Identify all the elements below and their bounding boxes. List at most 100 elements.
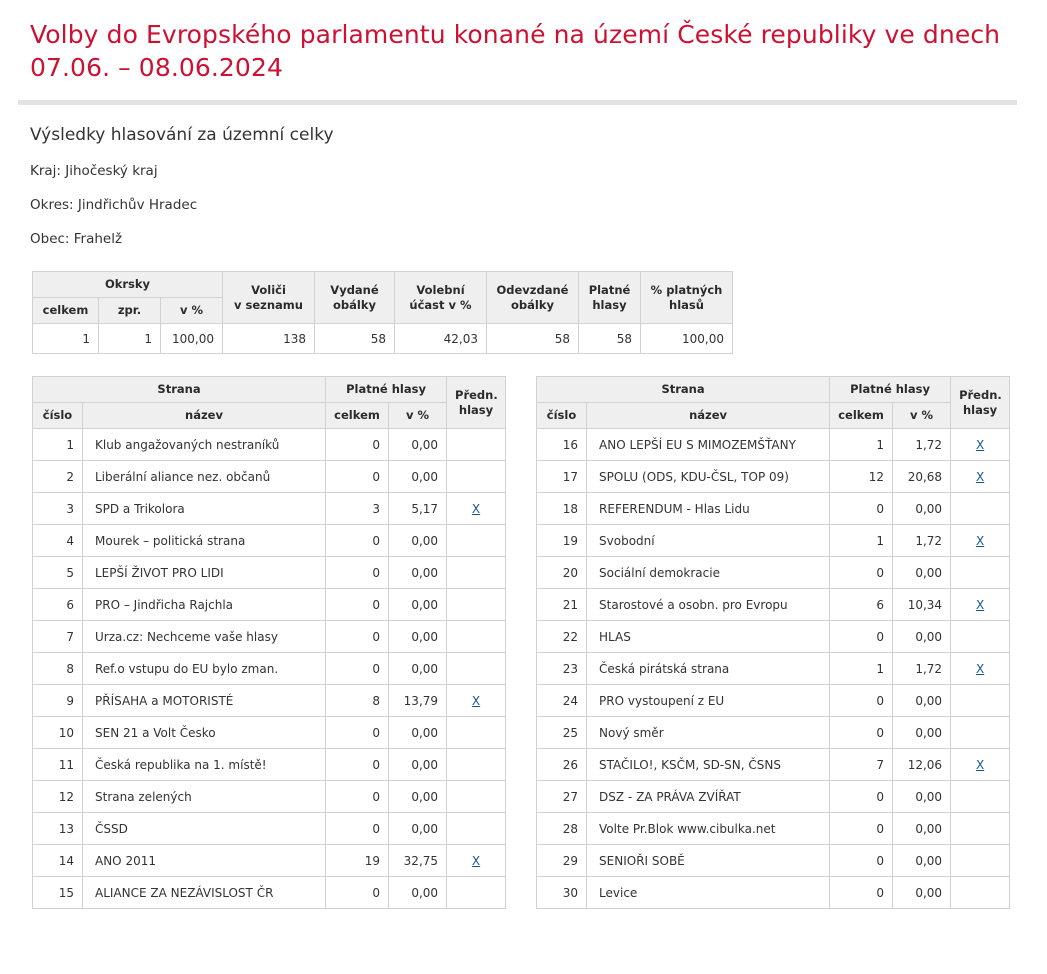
- party-preferential-votes-cell[interactable]: X: [950, 748, 1011, 781]
- preferential-votes-link[interactable]: X: [471, 853, 481, 868]
- party-number: 7: [32, 620, 83, 653]
- party-number: 22: [536, 620, 588, 653]
- party-preferential-votes-cell: [446, 876, 507, 909]
- party-number: 27: [536, 780, 588, 813]
- preferential-votes-link[interactable]: X: [975, 597, 985, 612]
- party-votes-percent: 5,17: [388, 492, 448, 525]
- table-row: 20 Sociální demokracie 0 0,00: [536, 556, 1011, 589]
- party-preferential-votes-cell[interactable]: X: [446, 492, 507, 525]
- party-name: PŘÍSAHA a MOTORISTÉ: [81, 684, 327, 717]
- table-row: 3 SPD a Trikolora 3 5,17 X: [32, 492, 507, 525]
- party-votes-total: 0: [829, 876, 894, 909]
- preferential-votes-link[interactable]: X: [975, 757, 985, 772]
- table-row: 18 REFERENDUM - Hlas Lidu 0 0,00: [536, 492, 1011, 525]
- party-left-col-celkem: celkem: [325, 402, 390, 429]
- party-preferential-votes-cell[interactable]: X: [950, 588, 1011, 621]
- summary-value-okrsky-vproc: 100,00: [160, 323, 223, 354]
- table-row: 16 ANO LEPŠÍ EU S MIMOZEMŠŤANY 1 1,72 X: [536, 428, 1011, 461]
- party-votes-percent: 0,00: [388, 716, 448, 749]
- party-name: Česká pirátská strana: [586, 652, 831, 685]
- table-row: 2 Liberální aliance nez. občanů 0 0,00: [32, 460, 507, 493]
- party-preferential-votes-cell: [950, 716, 1011, 749]
- party-number: 20: [536, 556, 588, 589]
- party-votes-total: 0: [829, 492, 894, 525]
- party-preferential-votes-cell[interactable]: X: [446, 684, 507, 717]
- party-votes-percent: 0,00: [892, 556, 952, 589]
- party-preferential-votes-cell: [950, 492, 1011, 525]
- party-left-body: 1 Klub angažovaných nestraníků 0 0,00 2 Liber…: [32, 428, 507, 909]
- party-votes-percent: 1,72: [892, 524, 952, 557]
- party-preferential-votes-cell[interactable]: X: [950, 460, 1011, 493]
- preferential-votes-link[interactable]: X: [975, 661, 985, 676]
- summary-col-volebni-ucast: Volební účast v %: [394, 271, 487, 324]
- party-name: Strana zelených: [81, 780, 327, 813]
- party-name: ANO 2011: [81, 844, 327, 877]
- party-number: 29: [536, 844, 588, 877]
- party-preferential-votes-cell: [446, 812, 507, 845]
- summary-value-okrsky-zpr: 1: [98, 323, 161, 354]
- page-title: Volby do Evropského parlamentu konané na…: [30, 20, 1001, 82]
- party-votes-total: 0: [829, 780, 894, 813]
- summary-col-okrsky-celkem: celkem: [32, 297, 99, 324]
- party-preferential-votes-cell: [446, 428, 507, 461]
- preferential-votes-link[interactable]: X: [471, 693, 481, 708]
- preferential-votes-link[interactable]: X: [975, 437, 985, 452]
- party-name: ANO LEPŠÍ EU S MIMOZEMŠŤANY: [586, 428, 831, 461]
- location-kraj: Kraj: Jihočeský kraj: [30, 163, 158, 179]
- party-preferential-votes-cell: [446, 652, 507, 685]
- preferential-votes-link[interactable]: X: [975, 469, 985, 484]
- summary-col-okrsky-vproc: v %: [160, 297, 223, 324]
- party-votes-total: 0: [325, 748, 390, 781]
- party-preferential-votes-cell[interactable]: X: [446, 844, 507, 877]
- party-votes-percent: 20,68: [892, 460, 952, 493]
- party-number: 12: [32, 780, 83, 813]
- party-preferential-votes-cell[interactable]: X: [950, 428, 1011, 461]
- party-votes-percent: 10,34: [892, 588, 952, 621]
- table-row: 21 Starostové a osobn. pro Evropu 6 10,34 X: [536, 588, 1011, 621]
- party-votes-total: 0: [325, 652, 390, 685]
- party-votes-total: 7: [829, 748, 894, 781]
- table-row: 25 Nový směr 0 0,00: [536, 716, 1011, 749]
- party-preferential-votes-cell: [950, 844, 1011, 877]
- location-okres: Okres: Jindřichův Hradec: [30, 197, 198, 213]
- table-row: 14 ANO 2011 19 32,75 X: [32, 844, 507, 877]
- party-votes-total: 0: [325, 524, 390, 557]
- party-votes-total: 0: [325, 876, 390, 909]
- table-row: 19 Svobodní 1 1,72 X: [536, 524, 1011, 557]
- party-votes-total: 1: [829, 524, 894, 557]
- party-preferential-votes-cell[interactable]: X: [950, 652, 1011, 685]
- summary-col-platne-hlasy: Platné hlasy: [578, 271, 641, 324]
- summary-group-okrsky: Okrsky: [32, 271, 223, 298]
- party-name: HLAS: [586, 620, 831, 653]
- party-votes-total: 0: [325, 556, 390, 589]
- party-left-header-row-2: číslo název celkem v %: [32, 402, 506, 429]
- summary-value-platne-hlasy: 58: [578, 323, 641, 354]
- table-row: 26 STAČILO!, KSČM, SD-SN, ČSNS 7 12,06 X: [536, 748, 1011, 781]
- party-votes-percent: 0,00: [388, 524, 448, 557]
- party-number: 16: [536, 428, 588, 461]
- party-votes-total: 3: [325, 492, 390, 525]
- party-votes-percent: 13,79: [388, 684, 448, 717]
- party-votes-total: 1: [829, 652, 894, 685]
- party-preferential-votes-cell: [446, 716, 507, 749]
- table-row: 5 LEPŠÍ ŽIVOT PRO LIDI 0 0,00: [32, 556, 507, 589]
- preferential-votes-link[interactable]: X: [471, 501, 481, 516]
- party-left-col-cislo: číslo: [32, 402, 83, 429]
- party-votes-total: 1: [829, 428, 894, 461]
- preferential-votes-link[interactable]: X: [975, 533, 985, 548]
- party-votes-percent: 0,00: [388, 876, 448, 909]
- party-votes-percent: 0,00: [892, 780, 952, 813]
- party-number: 14: [32, 844, 83, 877]
- party-number: 8: [32, 652, 83, 685]
- party-left-group-platne-hlasy: Platné hlasy: [325, 376, 448, 403]
- party-number: 3: [32, 492, 83, 525]
- party-votes-percent: 0,00: [892, 876, 952, 909]
- party-votes-percent: 0,00: [892, 812, 952, 845]
- party-votes-total: 0: [829, 844, 894, 877]
- party-preferential-votes-cell[interactable]: X: [950, 524, 1011, 557]
- party-name: ALIANCE ZA NEZÁVISLOST ČR: [81, 876, 327, 909]
- summary-value-vydane-obalky: 58: [314, 323, 395, 354]
- table-row: 9 PŘÍSAHA a MOTORISTÉ 8 13,79 X: [32, 684, 507, 717]
- summary-col-okrsky-zpr: zpr.: [98, 297, 161, 324]
- party-votes-percent: 0,00: [892, 492, 952, 525]
